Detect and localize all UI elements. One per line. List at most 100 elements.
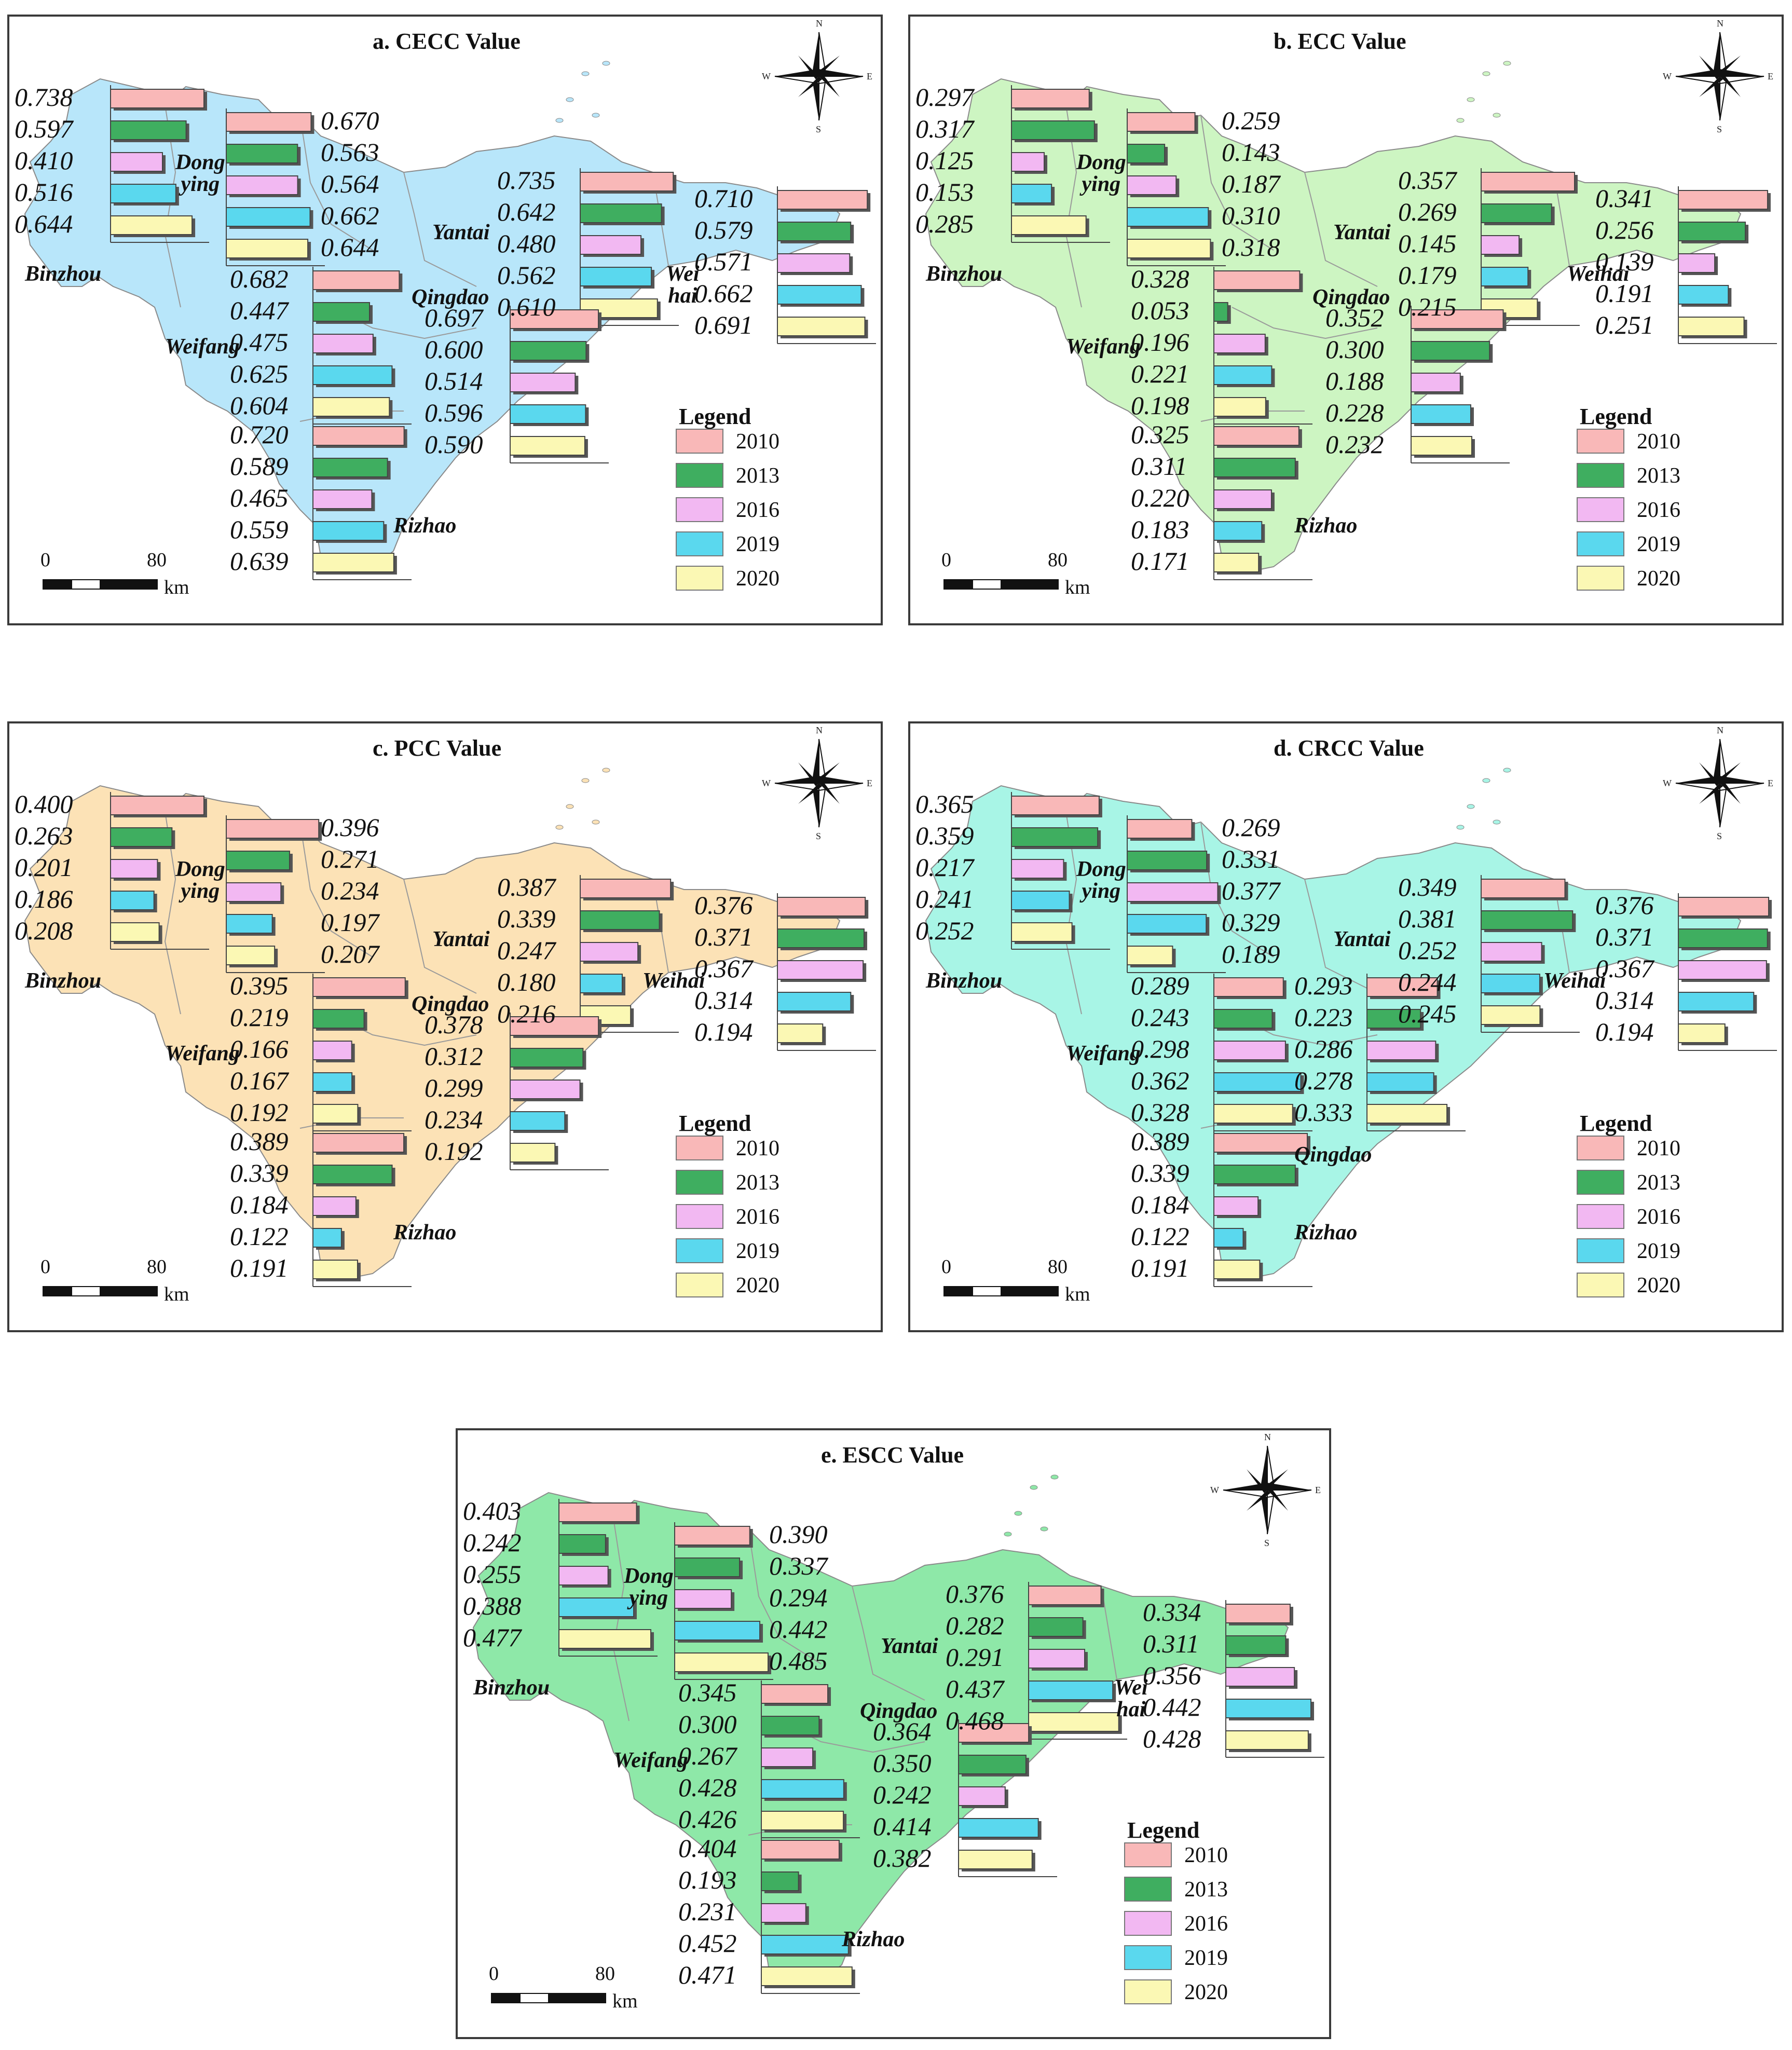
bar-value-label: 0.196 bbox=[1131, 327, 1189, 357]
bar-2016 bbox=[558, 1566, 609, 1586]
legend-swatch-2013 bbox=[676, 1170, 723, 1195]
panel-title: d. CRCC Value bbox=[1274, 735, 1424, 761]
bar-value-label: 0.339 bbox=[497, 904, 556, 933]
bar-value-label: 0.697 bbox=[425, 303, 483, 332]
city-label: Weifang bbox=[165, 335, 240, 359]
bar-value-label: 0.442 bbox=[769, 1615, 828, 1644]
bar-2013 bbox=[110, 120, 187, 140]
bar-2013 bbox=[510, 341, 587, 361]
bar-2010 bbox=[761, 1840, 840, 1860]
panel-title: e. ESCC Value bbox=[821, 1442, 964, 1468]
city-boundary bbox=[403, 172, 477, 287]
map-panel: 0.400 0.263 0.201 0.186 0.208 Binzhou 0.396 0.2… bbox=[7, 721, 883, 1332]
bar-2013 bbox=[1366, 1009, 1421, 1029]
bar-2013 bbox=[1678, 928, 1768, 948]
city-label-line: ying bbox=[1082, 879, 1121, 903]
bar-value-label: 0.403 bbox=[463, 1496, 522, 1525]
legend-title: Legend bbox=[679, 1111, 751, 1136]
bar-2020 bbox=[777, 1023, 824, 1043]
bar-2016 bbox=[1678, 253, 1716, 273]
island bbox=[555, 825, 564, 830]
bar-2010 bbox=[761, 1684, 829, 1704]
bar-2016 bbox=[1028, 1649, 1085, 1669]
bar-value-label: 0.252 bbox=[1398, 936, 1457, 965]
bar-value-label: 0.387 bbox=[497, 872, 556, 901]
city-label-line: Dong bbox=[1076, 151, 1126, 174]
scale-unit: km bbox=[1065, 1283, 1090, 1305]
bar-2020 bbox=[1213, 397, 1266, 417]
bar-value-label: 0.329 bbox=[1222, 908, 1280, 937]
bar-2013 bbox=[1225, 1635, 1287, 1655]
island bbox=[566, 804, 574, 809]
legend-title: Legend bbox=[679, 404, 751, 429]
island bbox=[555, 118, 564, 123]
legend-swatch-2019 bbox=[1577, 531, 1624, 556]
bar-value-label: 0.465 bbox=[230, 483, 289, 512]
bar-value-label: 0.216 bbox=[497, 999, 556, 1028]
bar-value-label: 0.364 bbox=[873, 1717, 932, 1746]
bar-value-label: 0.350 bbox=[873, 1748, 932, 1778]
bar-value-label: 0.256 bbox=[1595, 215, 1654, 244]
city-label-line: ying bbox=[181, 879, 220, 903]
bar-value-label: 0.314 bbox=[1595, 986, 1654, 1015]
bar-2010 bbox=[580, 879, 672, 898]
bar-value-label: 0.564 bbox=[321, 169, 379, 198]
bar-2013 bbox=[1213, 458, 1296, 477]
bar-value-label: 0.191 bbox=[230, 1253, 289, 1282]
scale-bar-segment bbox=[43, 1286, 72, 1296]
bar-2010 bbox=[1213, 977, 1284, 997]
bar-2016 bbox=[1481, 942, 1542, 962]
legend-title: Legend bbox=[1580, 404, 1652, 429]
bar-value-label: 0.359 bbox=[915, 821, 974, 850]
bar-value-label: 0.590 bbox=[425, 430, 483, 459]
bar-value-label: 0.298 bbox=[1131, 1034, 1189, 1063]
compass-letter-e: E bbox=[1315, 1485, 1321, 1495]
bar-value-label: 0.300 bbox=[1325, 335, 1384, 364]
bar-2019 bbox=[510, 1111, 566, 1131]
bar-2010 bbox=[110, 89, 204, 108]
map-canvas bbox=[925, 32, 1777, 591]
bar-2013 bbox=[510, 1048, 584, 1068]
bar-value-label: 0.452 bbox=[678, 1929, 737, 1958]
bar-2010 bbox=[580, 172, 674, 192]
legend-label: 2013 bbox=[1184, 1878, 1228, 1902]
bar-2016 bbox=[1011, 859, 1064, 879]
bar-value-label: 0.317 bbox=[915, 114, 974, 143]
city-label: Weifang bbox=[165, 1042, 240, 1065]
map-canvas bbox=[472, 1445, 1324, 2004]
city-label: Qingdao bbox=[412, 285, 489, 309]
bar-value-label: 0.337 bbox=[769, 1551, 828, 1580]
bar-value-label: 0.388 bbox=[463, 1591, 522, 1620]
island bbox=[1050, 1474, 1059, 1480]
bar-value-label: 0.625 bbox=[230, 359, 289, 388]
scale-start: 0 bbox=[40, 549, 50, 571]
bar-value-label: 0.562 bbox=[497, 261, 556, 290]
bar-value-label: 0.285 bbox=[915, 209, 974, 238]
legend-label: 2016 bbox=[1637, 1205, 1680, 1229]
city-label: Dong ying bbox=[1076, 858, 1126, 902]
bar-2016 bbox=[110, 152, 163, 172]
scale-start: 0 bbox=[489, 1963, 499, 1985]
bar-value-label: 0.286 bbox=[1294, 1034, 1353, 1063]
scale-unit: km bbox=[612, 1990, 638, 2012]
legend-label: 2013 bbox=[1637, 464, 1680, 488]
bar-value-label: 0.389 bbox=[230, 1127, 289, 1156]
island bbox=[566, 97, 574, 102]
bar-value-label: 0.197 bbox=[321, 908, 379, 937]
bar-2019 bbox=[1213, 1072, 1302, 1092]
legend-label: 2020 bbox=[1184, 1980, 1228, 2004]
bar-2010 bbox=[1225, 1604, 1291, 1623]
bar-value-label: 0.644 bbox=[15, 209, 73, 238]
bar-2019 bbox=[580, 267, 652, 286]
bar-value-label: 0.187 bbox=[1222, 169, 1280, 198]
scale-unit: km bbox=[164, 577, 189, 598]
bar-2010 bbox=[1678, 190, 1768, 210]
bar-value-label: 0.271 bbox=[321, 844, 379, 873]
compass-letter-n: N bbox=[816, 18, 823, 29]
legend-swatch-2016 bbox=[1577, 497, 1624, 522]
bar-2019 bbox=[226, 207, 311, 227]
bar-value-label: 0.345 bbox=[678, 1678, 737, 1707]
city-label: Binzhou bbox=[926, 262, 1003, 286]
scale-mid: 80 bbox=[1048, 1256, 1068, 1278]
bar-2019 bbox=[1481, 267, 1529, 286]
